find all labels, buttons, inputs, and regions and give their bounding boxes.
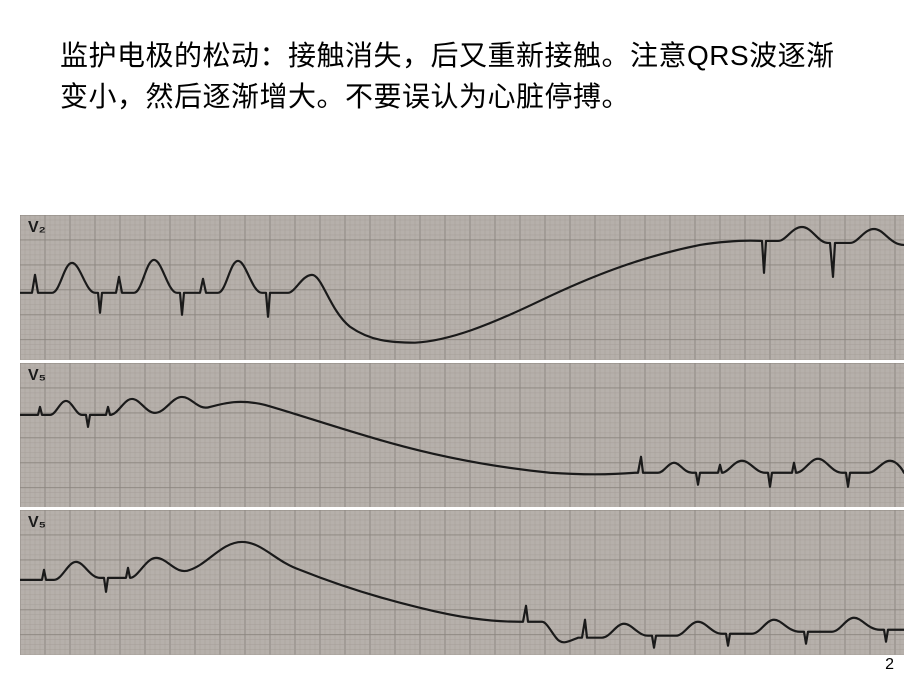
ecg-image: V₂ V₅ V₅ xyxy=(20,215,904,655)
ecg-svg-2 xyxy=(20,363,904,508)
ecg-strip-2: V₅ xyxy=(20,363,904,508)
ecg-strip-1: V₂ xyxy=(20,215,904,360)
ecg-svg-1 xyxy=(20,215,904,360)
ecg-strip-3: V₅ xyxy=(20,510,904,655)
ecg-svg-3 xyxy=(20,510,904,655)
lead-label-1: V₂ xyxy=(28,219,46,237)
lead-label-2: V₅ xyxy=(28,367,46,385)
description-text: 监护电极的松动：接触消失，后又重新接触。注意QRS波逐渐变小，然后逐渐增大。不要… xyxy=(60,36,860,117)
page-number: 2 xyxy=(885,656,894,674)
lead-label-3: V₅ xyxy=(28,514,46,532)
